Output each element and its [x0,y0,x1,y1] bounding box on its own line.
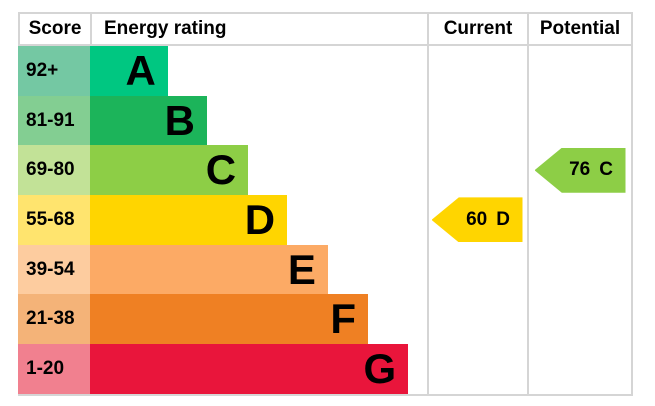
current-grade: D [496,208,510,230]
rating-bar-cell-g: G [90,344,427,394]
grade-letter-b: B [164,96,195,144]
grade-letter-c: C [205,146,237,194]
rating-bar-a: A [90,46,168,96]
chart-header-row: Score Energy rating Current Potential [18,12,633,46]
current-arrow-cell: 60 D [427,195,527,245]
rating-bar-e: E [90,244,328,295]
potential-rating-arrow: 76 C [534,147,626,193]
score-cell-c: 69-80 [18,145,90,196]
potential-column [527,46,633,394]
rating-bar-cell-a: A [90,46,427,96]
header-energy-rating: Energy rating [90,14,427,44]
score-cell-f: 21-38 [18,294,90,345]
rating-bar-cell-b: B [90,95,427,146]
score-cell-e: 39-54 [18,244,90,295]
header-score: Score [18,14,90,44]
score-cell-a: 92+ [18,46,90,96]
score-range-d: 55-68 [26,208,75,230]
grade-letter-f: F [330,295,357,343]
epc-rating-chart: Score Energy rating Current Potential 92… [18,12,633,396]
grade-letter-d: D [244,195,276,243]
rating-bar-cell-d: D [90,195,427,245]
potential-arrow-cell: 76 C [527,145,633,195]
current-column [427,46,527,394]
rating-bar-cell-f: F [90,294,427,345]
rating-bar-g: G [90,344,409,394]
rating-bar-cell-c: C [90,145,427,196]
grade-letter-a: A [125,46,156,94]
potential-value: 76 [569,159,591,181]
score-range-e: 39-54 [26,258,75,280]
score-range-g: 1-20 [26,357,65,379]
header-potential: Potential [527,14,633,44]
score-cell-b: 81-91 [18,95,90,146]
rating-bar-cell-e: E [90,244,427,295]
score-cell-g: 1-20 [18,344,90,394]
score-cell-d: 55-68 [18,195,90,245]
score-range-f: 21-38 [26,308,75,330]
current-rating-arrow: 60 D [431,197,523,243]
score-range-c: 69-80 [26,159,75,181]
grade-letter-g: G [363,344,397,392]
current-value: 60 [466,208,488,230]
header-current: Current [427,14,527,44]
score-range-b: 81-91 [26,109,75,131]
rating-bar-f: F [90,294,369,345]
rating-bar-b: B [90,95,207,146]
chart-body: 92+ A 81-91 B 69-80 C 55-68 [18,46,633,396]
potential-grade: C [599,159,613,181]
rating-bar-d: D [90,195,288,245]
score-range-a: 92+ [26,59,59,81]
grade-letter-e: E [287,245,316,293]
rating-bar-c: C [90,145,249,196]
